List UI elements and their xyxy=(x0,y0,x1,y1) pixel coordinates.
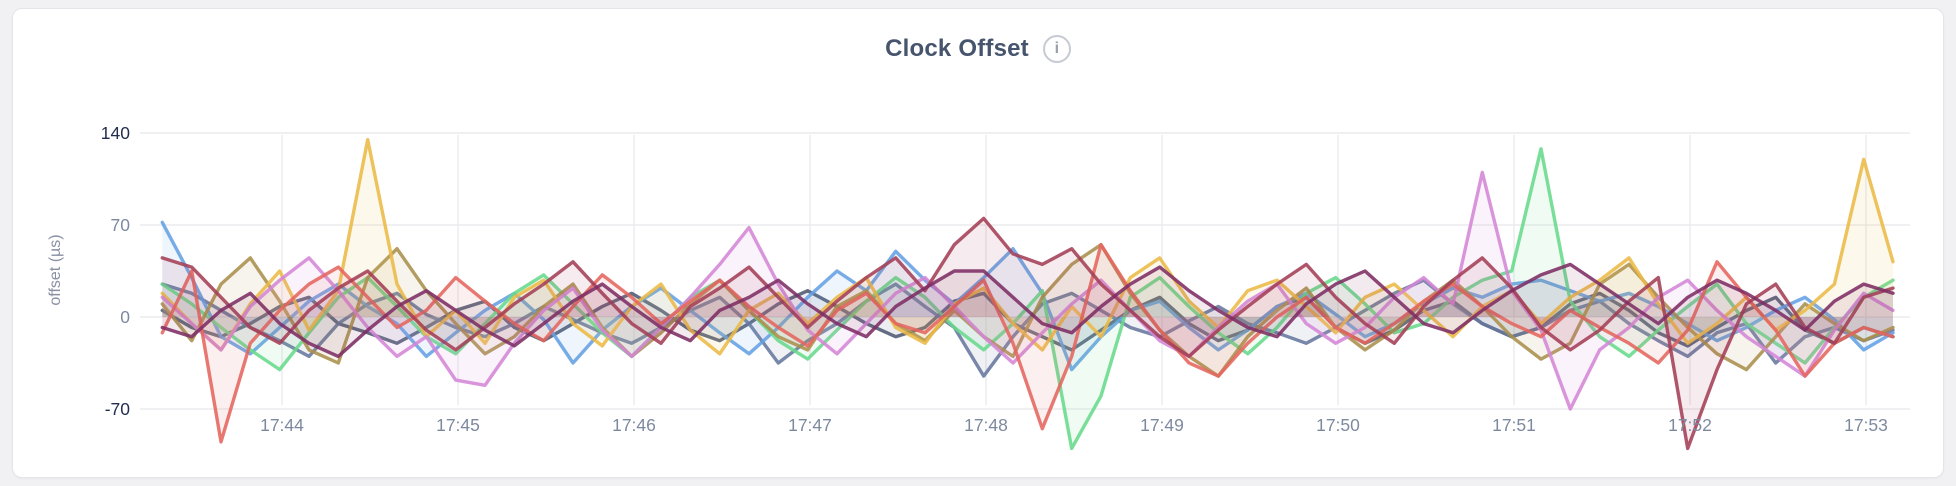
chart-header: Clock Offset i xyxy=(13,35,1943,63)
chart-card: Clock Offset i xyxy=(12,8,1944,478)
info-icon[interactable]: i xyxy=(1042,35,1071,63)
chart-title: Clock Offset xyxy=(885,35,1029,62)
